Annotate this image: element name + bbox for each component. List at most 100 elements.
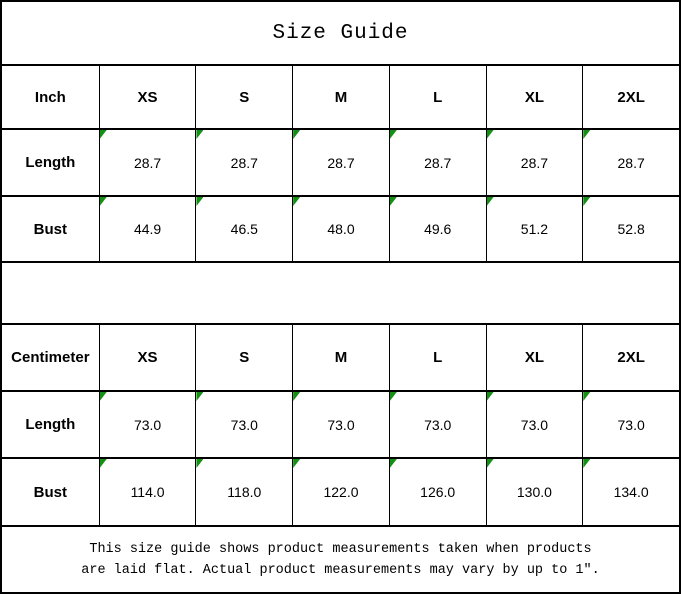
inch-bust-s-cell: 46.5 [195, 197, 292, 261]
cm-bust-m-cell: 122.0 [292, 459, 389, 525]
inch-length-2xl-cell: 28.7 [582, 130, 679, 195]
cell-corner-flag-icon [293, 392, 301, 401]
cell-corner-flag-icon [486, 130, 494, 139]
cm-size-header-m: M [292, 325, 389, 390]
inch-unit-header: Inch [34, 88, 66, 106]
inch-size-header-l: L [388, 66, 486, 128]
cell-value: 48.0 [327, 221, 355, 237]
inch-size-header-2xl: 2XL [582, 66, 679, 128]
cm-length-label: Length [25, 416, 76, 433]
cm-size-header-l: L [388, 325, 486, 390]
cell-value: 134.0 [613, 484, 649, 500]
cell-value: 130.0 [516, 484, 552, 500]
cell-value: 73.0 [424, 416, 452, 433]
footer-note: This size guide shows product measuremen… [2, 527, 679, 592]
cell-corner-flag-icon [293, 197, 301, 206]
cell-corner-flag-icon [583, 130, 591, 139]
cell-corner-flag-icon [389, 197, 397, 206]
cell-corner-flag-icon [99, 459, 107, 468]
cm-unit-header: Centimeter [11, 349, 90, 366]
inch-size-header-m: M [292, 66, 389, 128]
cell-corner-flag-icon [99, 130, 107, 139]
cm-bust-xl-cell: 130.0 [485, 459, 583, 525]
cell-corner-flag-icon [196, 459, 204, 468]
cell-corner-flag-icon [389, 459, 397, 468]
cm-header-row: Centimeter XS S M L XL 2XL [2, 325, 679, 392]
inch-bust-xs-cell: 44.9 [98, 197, 196, 261]
cm-length-s-cell: 73.0 [195, 392, 292, 457]
inch-length-l-cell: 28.7 [388, 130, 486, 195]
cell-corner-flag-icon [196, 392, 204, 401]
cm-length-row: Length 73.0 73.0 73.0 73.0 73.0 73.0 [2, 392, 679, 459]
cell-corner-flag-icon [293, 130, 301, 139]
inch-size-header-xl: XL [485, 66, 583, 128]
cm-bust-label: Bust [33, 483, 68, 501]
inch-length-label: Length [25, 154, 76, 171]
cell-corner-flag-icon [196, 130, 204, 139]
cell-value: 73.0 [617, 416, 645, 433]
page-title: Size Guide [2, 2, 679, 66]
cell-corner-flag-icon [99, 197, 107, 206]
cell-value: 49.6 [424, 221, 452, 237]
cell-value: 52.8 [617, 221, 645, 237]
cm-length-l-cell: 73.0 [388, 392, 486, 457]
cell-value: 46.5 [230, 221, 258, 237]
cell-corner-flag-icon [486, 392, 494, 401]
inch-header-row: Inch XS S M L XL 2XL [2, 66, 679, 130]
cell-value: 126.0 [420, 484, 456, 500]
cm-size-header-s: S [195, 325, 292, 390]
cell-corner-flag-icon [389, 392, 397, 401]
cell-value: 73.0 [230, 416, 258, 433]
cell-corner-flag-icon [583, 197, 591, 206]
cell-corner-flag-icon [583, 459, 591, 468]
inch-length-xs-cell: 28.7 [98, 130, 196, 195]
cell-value: 73.0 [327, 416, 355, 433]
cell-value: 28.7 [133, 154, 162, 171]
cell-value: 114.0 [130, 484, 165, 500]
inch-bust-label: Bust [33, 220, 68, 238]
cell-corner-flag-icon [196, 197, 204, 206]
cell-value: 73.0 [520, 416, 549, 433]
inch-length-m-cell: 28.7 [292, 130, 389, 195]
cell-value: 28.7 [327, 154, 355, 171]
cm-length-2xl-cell: 73.0 [582, 392, 679, 457]
cell-value: 73.0 [133, 416, 162, 433]
cell-value: 118.0 [227, 484, 262, 500]
cm-bust-2xl-cell: 134.0 [582, 459, 679, 525]
cm-size-header-xs: XS [98, 325, 196, 390]
inch-length-row: Length 28.7 28.7 28.7 28.7 28.7 28.7 [2, 130, 679, 197]
inch-bust-l-cell: 49.6 [388, 197, 486, 261]
inch-length-s-cell: 28.7 [195, 130, 292, 195]
cell-value: 51.2 [520, 221, 549, 237]
cm-size-header-xl: XL [485, 325, 583, 390]
cm-length-xs-cell: 73.0 [98, 392, 196, 457]
cell-corner-flag-icon [389, 130, 397, 139]
inch-bust-2xl-cell: 52.8 [582, 197, 679, 261]
cell-corner-flag-icon [486, 459, 494, 468]
footer-note-line2: are laid flat. Actual product measuremen… [81, 562, 600, 578]
inch-length-xl-cell: 28.7 [485, 130, 583, 195]
cell-corner-flag-icon [99, 392, 107, 401]
cm-bust-xs-cell: 114.0 [98, 459, 196, 525]
cell-corner-flag-icon [486, 197, 494, 206]
inch-size-header-s: S [195, 66, 292, 128]
inch-bust-m-cell: 48.0 [292, 197, 389, 261]
cm-size-header-2xl: 2XL [582, 325, 679, 390]
cell-corner-flag-icon [293, 459, 301, 468]
cm-length-xl-cell: 73.0 [485, 392, 583, 457]
footer-note-line1: This size guide shows product measuremen… [89, 541, 592, 557]
spacer-row [2, 263, 679, 325]
cell-value: 28.7 [424, 154, 452, 171]
cm-bust-l-cell: 126.0 [388, 459, 486, 525]
inch-size-header-xs: XS [98, 66, 196, 128]
cell-value: 28.7 [520, 154, 549, 171]
cell-value: 28.7 [617, 154, 645, 171]
cm-bust-row: Bust 114.0 118.0 122.0 126.0 130.0 134.0 [2, 459, 679, 527]
cell-value: 44.9 [133, 221, 162, 237]
inch-bust-row: Bust 44.9 46.5 48.0 49.6 51.2 52.8 [2, 197, 679, 263]
cell-value: 28.7 [230, 154, 258, 171]
inch-bust-xl-cell: 51.2 [485, 197, 583, 261]
cm-bust-s-cell: 118.0 [195, 459, 292, 525]
cell-corner-flag-icon [583, 392, 591, 401]
